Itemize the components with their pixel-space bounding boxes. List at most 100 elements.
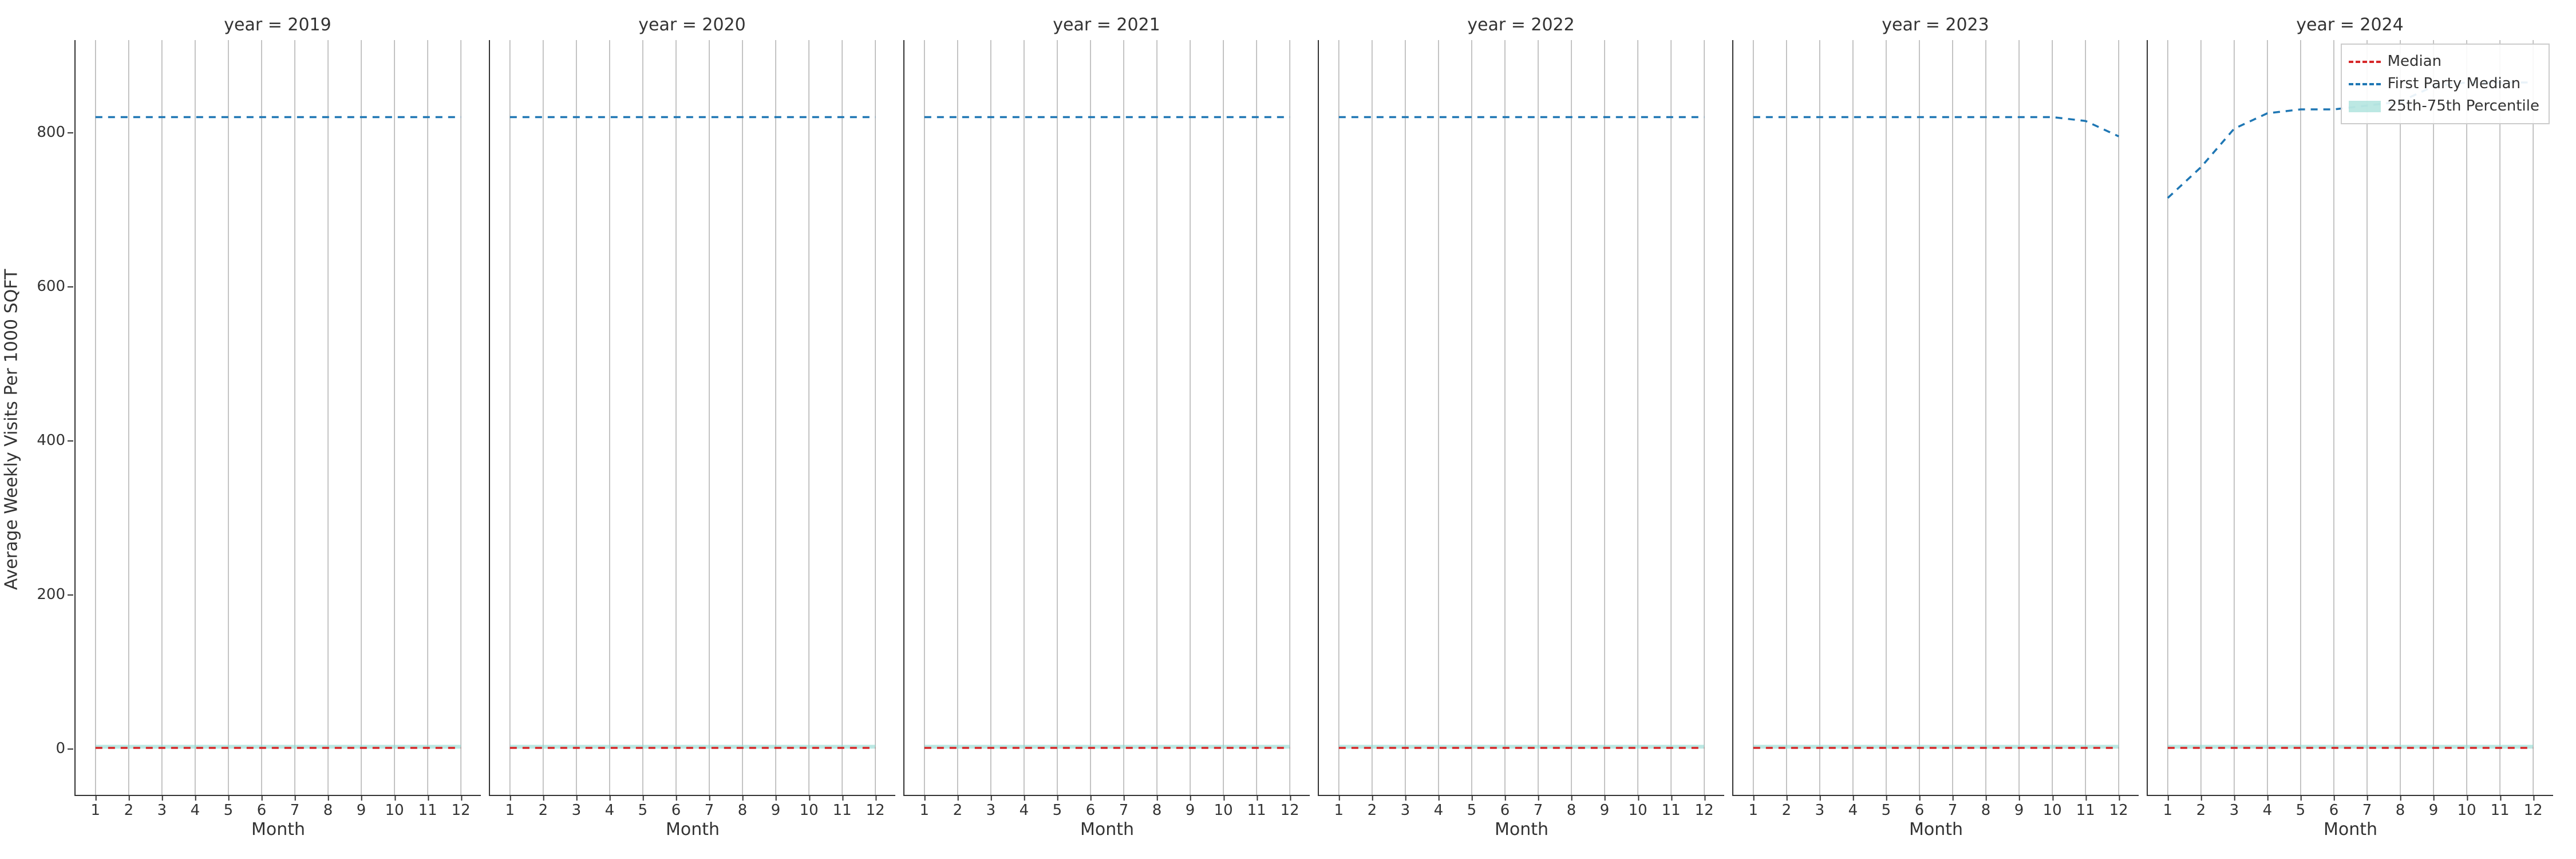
x-tick-label: 2 [124,802,134,819]
x-tick-label: 2 [1782,802,1792,819]
legend-swatch-line [2349,61,2381,63]
x-tick-label: 5 [1882,802,1891,819]
legend-item: Median [2349,50,2539,73]
x-tick-label: 3 [157,802,167,819]
x-tick-label: 6 [257,802,267,819]
x-tick-label: 2 [953,802,963,819]
y-tick-label: 400 [37,432,65,449]
x-tick-label: 10 [1629,802,1647,819]
plot-svg [2148,40,2553,795]
y-tick-label: 0 [56,740,65,757]
x-tick-label: 10 [385,802,404,819]
x-tick-label: 9 [2014,802,2024,819]
x-tick-label: 11 [1662,802,1681,819]
legend-swatch-line [2349,83,2381,85]
plot-area: 123456789101112Month [1318,40,1724,796]
x-axis-label: Month [76,819,481,840]
x-tick-label: 7 [1948,802,1958,819]
facet-panel: year = 20190200400600800123456789101112M… [74,40,481,796]
plot-svg [1319,40,1724,795]
x-tick-label: 5 [2296,802,2306,819]
x-tick-label: 3 [1401,802,1411,819]
legend: MedianFirst Party Median25th-75th Percen… [2341,44,2550,124]
x-tick-label: 8 [1567,802,1577,819]
x-tick-label: 4 [1020,802,1029,819]
x-tick-label: 3 [2230,802,2239,819]
x-tick-label: 10 [2458,802,2476,819]
x-tick-label: 2 [539,802,548,819]
x-tick-label: 8 [738,802,748,819]
x-tick-label: 9 [771,802,781,819]
y-tick-label: 800 [37,124,65,141]
facet-title: year = 2019 [74,15,481,35]
x-tick-label: 5 [224,802,234,819]
x-tick-label: 12 [1695,802,1714,819]
x-tick-label: 7 [705,802,714,819]
x-tick-label: 1 [1334,802,1344,819]
legend-swatch-patch [2349,101,2381,112]
x-tick-label: 1 [920,802,930,819]
facet-panel: year = 2023123456789101112Month [1732,40,2139,796]
x-tick-label: 2 [2196,802,2206,819]
x-tick-label: 9 [357,802,366,819]
x-tick-label: 11 [2076,802,2095,819]
x-tick-label: 12 [2109,802,2128,819]
x-tick-label: 1 [505,802,515,819]
plot-area: 123456789101112Month [489,40,895,796]
x-tick-label: 1 [91,802,101,819]
x-tick-label: 4 [1848,802,1858,819]
x-tick-label: 12 [2524,802,2543,819]
x-axis-label: Month [1733,819,2139,840]
legend-item: First Party Median [2349,73,2539,95]
x-tick-label: 6 [2329,802,2339,819]
x-tick-label: 8 [323,802,333,819]
x-tick-label: 7 [1534,802,1543,819]
plot-svg [1733,40,2139,795]
x-tick-label: 7 [1119,802,1129,819]
x-tick-label: 10 [800,802,819,819]
panel-row: year = 20190200400600800123456789101112M… [74,40,2553,796]
y-tick-label: 600 [37,278,65,295]
x-tick-label: 4 [2263,802,2273,819]
plot-area: 0200400600800123456789101112Month [74,40,481,796]
facet-title: year = 2023 [1732,15,2139,35]
facet-panel: year = 2021123456789101112Month [903,40,1310,796]
plot-svg [490,40,895,795]
facet-title: year = 2020 [489,15,895,35]
x-tick-label: 6 [1915,802,1925,819]
x-axis-label: Month [2148,819,2553,840]
x-tick-label: 1 [2163,802,2173,819]
facet-panel: year = 2024123456789101112MonthMedianFir… [2147,40,2553,796]
x-tick-label: 3 [572,802,582,819]
x-tick-label: 8 [1981,802,1991,819]
x-tick-label: 11 [1247,802,1266,819]
facet-panel: year = 2022123456789101112Month [1318,40,1724,796]
x-tick-label: 4 [605,802,615,819]
legend-label: Median [2388,50,2442,73]
x-axis-label: Month [904,819,1310,840]
x-tick-label: 4 [1434,802,1444,819]
x-tick-label: 10 [2043,802,2062,819]
x-tick-label: 7 [2362,802,2372,819]
x-tick-label: 5 [1467,802,1477,819]
x-tick-label: 5 [638,802,648,819]
plot-area: 123456789101112Month [903,40,1310,796]
x-tick-label: 1 [1749,802,1759,819]
x-tick-label: 3 [986,802,996,819]
x-tick-label: 9 [2429,802,2439,819]
legend-label: First Party Median [2388,73,2521,95]
facet-panel: year = 2020123456789101112Month [489,40,895,796]
x-tick-label: 4 [191,802,200,819]
x-tick-label: 3 [1815,802,1825,819]
x-tick-label: 11 [833,802,852,819]
x-tick-label: 12 [866,802,885,819]
plot-area: 123456789101112Month [1732,40,2139,796]
x-axis-label: Month [490,819,895,840]
y-tick-label: 200 [37,586,65,603]
x-axis-label: Month [1319,819,1724,840]
x-tick-label: 6 [671,802,681,819]
x-tick-label: 11 [418,802,437,819]
x-tick-label: 7 [290,802,300,819]
x-tick-label: 11 [2491,802,2510,819]
facet-title: year = 2024 [2147,15,2553,35]
